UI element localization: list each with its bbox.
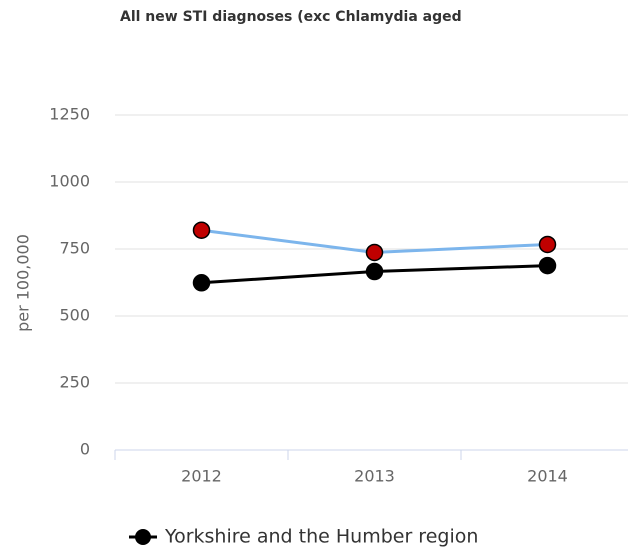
point bbox=[538, 235, 557, 254]
point bbox=[538, 256, 557, 275]
legend-marker bbox=[135, 529, 151, 545]
y-tick-label: 1250 bbox=[49, 105, 90, 124]
point bbox=[365, 262, 384, 281]
y-tick-label: 1000 bbox=[49, 172, 90, 191]
chart-title: All new STI diagnoses (exc Chlamydia age… bbox=[120, 9, 462, 25]
y-tick-label: 750 bbox=[59, 239, 90, 258]
point bbox=[192, 221, 211, 239]
legend-label: Yorkshire and the Humber region bbox=[164, 526, 478, 548]
point bbox=[365, 243, 384, 262]
y-tick-label: 250 bbox=[59, 373, 90, 392]
point bbox=[192, 274, 211, 292]
x-tick-label: 2012 bbox=[181, 467, 222, 486]
x-tick-label: 2014 bbox=[527, 467, 568, 486]
x-tick-label: 2013 bbox=[354, 467, 395, 486]
y-axis-label: per 100,000 bbox=[14, 234, 33, 332]
y-tick-label: 500 bbox=[59, 306, 90, 325]
y-tick-label: 0 bbox=[80, 440, 90, 459]
